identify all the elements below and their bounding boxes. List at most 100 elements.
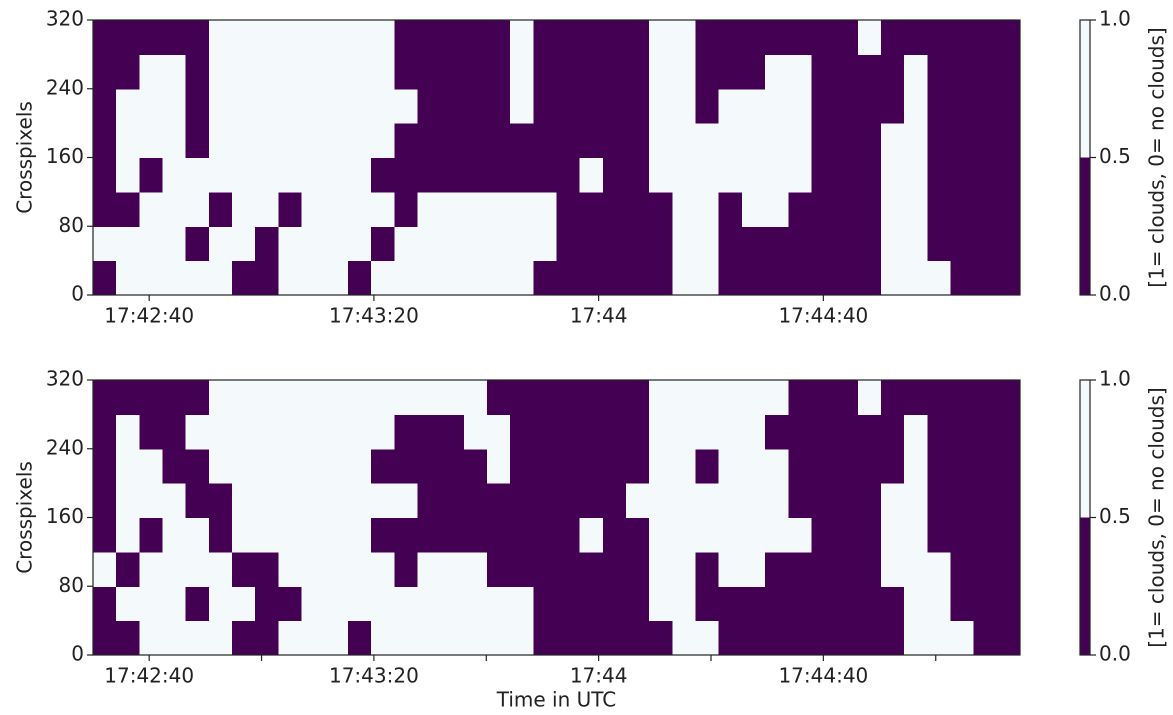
heat-cell <box>788 123 813 159</box>
heat-cell <box>996 88 1021 124</box>
heat-cell <box>162 380 187 415</box>
heat-cell <box>741 191 766 227</box>
heat-cell <box>347 586 372 622</box>
heat-cell <box>324 226 349 262</box>
heat-cell <box>718 620 743 656</box>
heat-cell <box>301 157 326 193</box>
heat-cell <box>904 157 928 193</box>
heat-cell <box>301 551 326 587</box>
heat-cell <box>162 20 187 55</box>
heat-cell <box>811 20 836 55</box>
x-tick-label: 17:43:20 <box>329 664 419 688</box>
heat-cell <box>440 551 465 587</box>
heat-cell <box>162 260 187 296</box>
heat-cell <box>533 483 558 519</box>
y-tick-label: 320 <box>46 367 84 391</box>
heat-cell <box>718 260 743 296</box>
heat-cell <box>579 448 604 484</box>
heat-cell <box>324 157 349 193</box>
heat-cell <box>185 260 210 296</box>
heat-cell <box>440 586 465 622</box>
heat-cell <box>463 191 488 227</box>
heat-cell <box>486 414 511 450</box>
heat-cell <box>533 517 558 553</box>
heat-cell <box>765 226 789 262</box>
heat-cell <box>371 260 395 296</box>
heat-cell <box>741 380 766 415</box>
heat-cell <box>765 517 789 553</box>
heat-cell <box>996 414 1021 450</box>
heat-cell <box>486 448 511 484</box>
heat-cell <box>904 551 928 587</box>
heat-cell <box>950 586 975 622</box>
heat-cell <box>162 517 187 553</box>
heat-cell <box>486 88 511 124</box>
heat-cell <box>857 586 882 622</box>
heat-cell <box>788 586 813 622</box>
heat-cell <box>602 20 627 55</box>
heat-cell <box>927 123 952 159</box>
heat-cell <box>139 54 164 90</box>
heat-cell <box>93 448 117 484</box>
heat-cell <box>857 226 882 262</box>
heat-cell <box>649 517 673 553</box>
heat-cell <box>765 483 789 519</box>
heat-cell <box>579 157 604 193</box>
heat-cell <box>950 483 975 519</box>
heat-cell <box>533 380 558 415</box>
heat-cell <box>626 226 650 262</box>
heat-cell <box>208 260 233 296</box>
heat-cell <box>463 260 488 296</box>
heat-cell <box>185 88 210 124</box>
heat-cell <box>672 123 697 159</box>
heat-cell <box>927 226 952 262</box>
heat-cell <box>927 586 952 622</box>
heat-cell <box>927 414 952 450</box>
heat-cell <box>486 551 511 587</box>
heat-cell <box>811 191 836 227</box>
heat-cell <box>556 448 581 484</box>
heat-cell <box>973 191 998 227</box>
heat-cell <box>139 586 164 622</box>
heat-cell <box>510 483 534 519</box>
heat-cell <box>371 380 395 415</box>
heat-cell <box>626 448 650 484</box>
x-tick-label: 17:44 <box>570 664 628 688</box>
heat-cell <box>162 586 187 622</box>
heat-cell <box>440 483 465 519</box>
heat-cell <box>556 483 581 519</box>
heat-cell <box>695 620 720 656</box>
heat-cell <box>695 191 720 227</box>
heat-cell <box>232 517 256 553</box>
heat-cell <box>880 20 905 55</box>
heat-cell <box>185 414 210 450</box>
heat-cell <box>116 551 140 587</box>
heat-cell <box>718 54 743 90</box>
heat-cell <box>811 620 836 656</box>
heat-cell <box>880 380 905 415</box>
heat-cell <box>741 88 766 124</box>
heat-cell <box>649 54 673 90</box>
heat-cell <box>533 620 558 656</box>
heat-cell <box>788 260 813 296</box>
heat-cell <box>533 414 558 450</box>
heat-cell <box>440 123 465 159</box>
heat-cell <box>394 448 419 484</box>
heat-cell <box>510 380 534 415</box>
heat-cell <box>996 260 1021 296</box>
heat-cell <box>255 414 279 450</box>
heat-cell <box>440 226 465 262</box>
heat-cell <box>324 20 349 55</box>
heat-cell <box>834 123 859 159</box>
heat-cell <box>927 517 952 553</box>
y-tick-label: 160 <box>46 144 84 168</box>
heat-cell <box>324 551 349 587</box>
y-tick-label: 80 <box>59 213 84 237</box>
heat-cell <box>649 620 673 656</box>
heat-cell <box>440 20 465 55</box>
heat-cell <box>93 123 117 159</box>
heat-cell <box>579 123 604 159</box>
heat-cell <box>626 123 650 159</box>
heat-cell <box>510 226 534 262</box>
